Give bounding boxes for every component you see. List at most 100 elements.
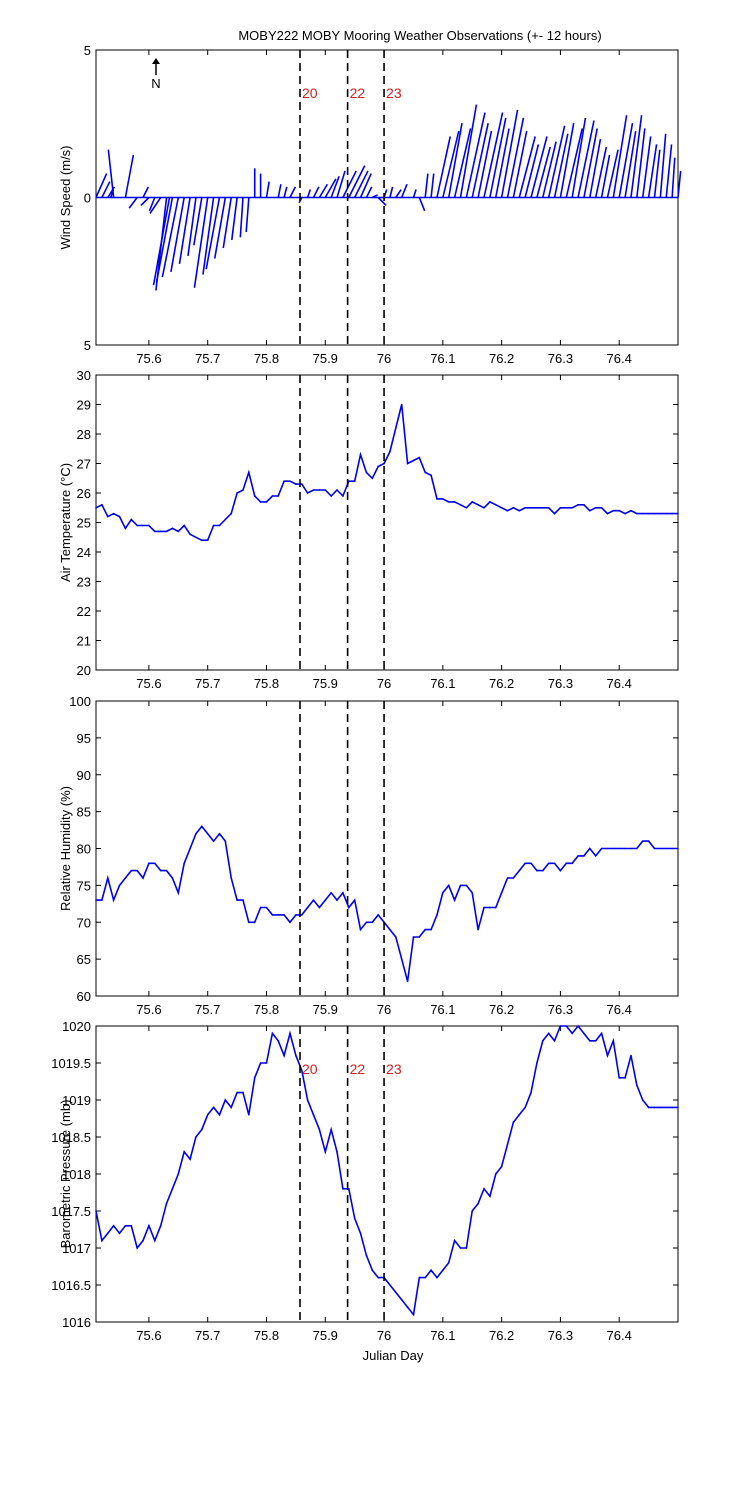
y-tick-label: 26 — [77, 486, 91, 501]
x-tick-label: 75.7 — [195, 1328, 220, 1343]
x-tick-label: 75.9 — [313, 1328, 338, 1343]
data-point — [465, 506, 468, 509]
x-tick-label: 76 — [377, 351, 391, 366]
data-point — [512, 1121, 515, 1123]
data-point — [395, 936, 397, 938]
wind-vector — [424, 173, 429, 198]
data-point — [312, 899, 315, 901]
data-point — [224, 840, 227, 842]
data-point — [618, 1077, 621, 1079]
wind-vector — [453, 128, 472, 198]
data-point — [342, 495, 344, 497]
x-tick-label: 76.1 — [430, 1328, 455, 1343]
data-point — [589, 847, 591, 850]
wind-vector — [312, 186, 320, 198]
data-point — [318, 1128, 321, 1131]
wind-vector — [95, 173, 108, 198]
wind-vector — [612, 115, 628, 198]
wind-vector — [518, 136, 536, 198]
data-point — [453, 501, 456, 503]
data-point — [536, 506, 538, 509]
data-point — [189, 533, 191, 536]
data-point — [524, 506, 526, 509]
data-point — [389, 1284, 391, 1286]
data-point — [165, 1202, 168, 1205]
data-point — [594, 1040, 597, 1042]
data-point — [177, 1173, 180, 1175]
data-point — [195, 536, 197, 539]
data-point — [248, 921, 250, 924]
data-point — [318, 906, 321, 909]
data-point — [224, 518, 227, 521]
wind-vector — [230, 197, 238, 241]
x-tick-label: 75.8 — [254, 1328, 279, 1343]
data-point — [218, 832, 221, 835]
data-point — [424, 1276, 427, 1279]
wind-vector — [494, 128, 510, 198]
data-point — [171, 877, 174, 879]
panel-2: 75.6 75.7 75.8 75.9 76 76.1 76.2 76.3 76.4 20 21 22… — [58, 368, 679, 691]
data-point — [577, 504, 579, 506]
data-point — [253, 921, 256, 924]
data-point — [283, 480, 285, 483]
data-point — [130, 518, 133, 521]
x-tick-label: 76.2 — [489, 1002, 514, 1017]
data-point — [330, 495, 332, 497]
wind-vector — [430, 173, 435, 198]
data-point — [142, 524, 144, 527]
data-point — [665, 1106, 668, 1109]
data-point — [289, 1032, 291, 1035]
wind-vector — [583, 128, 599, 198]
data-point — [577, 1025, 579, 1027]
x-tick-label: 75.8 — [254, 1002, 279, 1017]
y-tick-label: 95 — [77, 731, 91, 746]
wind-vector — [589, 138, 602, 198]
data-point — [101, 1239, 103, 1242]
data-point — [101, 899, 103, 901]
data-point — [459, 1247, 462, 1249]
data-point — [606, 847, 609, 850]
data-point — [512, 877, 515, 879]
data-point — [571, 862, 573, 865]
y-tick-label: 23 — [77, 575, 91, 590]
data-point — [195, 1136, 197, 1138]
data-point — [336, 899, 338, 901]
y-tick-label: 80 — [77, 842, 91, 857]
data-point — [583, 855, 585, 857]
wind-vector — [618, 123, 634, 198]
event-label: 22 — [350, 1061, 366, 1077]
x-tick-label: 76.4 — [607, 676, 632, 691]
wind-vector — [161, 197, 180, 278]
data-point — [647, 1106, 650, 1109]
data-point — [277, 1040, 280, 1042]
x-tick-label: 76 — [377, 1002, 391, 1017]
data-point — [189, 847, 191, 850]
data-point — [577, 855, 579, 857]
data-point — [365, 921, 368, 924]
data-point — [201, 539, 203, 541]
data-point — [359, 1232, 362, 1234]
wind-vector — [170, 197, 185, 272]
data-point — [477, 928, 479, 931]
data-point — [148, 524, 150, 527]
x-tick-label: 76 — [377, 676, 391, 691]
data-point — [230, 512, 233, 515]
data-point — [236, 899, 238, 901]
data-point — [377, 914, 379, 916]
wind-vector — [348, 165, 366, 198]
data-point — [206, 832, 209, 835]
data-point — [277, 914, 280, 916]
wind-vector — [377, 196, 387, 207]
data-point — [653, 1106, 656, 1109]
data-point — [430, 1269, 432, 1271]
data-point — [477, 504, 479, 506]
x-tick-label: 75.7 — [195, 676, 220, 691]
data-point — [124, 1225, 127, 1227]
wind-vector — [506, 117, 525, 198]
data-point — [659, 1106, 662, 1109]
data-point — [153, 862, 156, 865]
wind-vector — [483, 112, 504, 198]
y-tick-label: 1016.5 — [51, 1278, 91, 1293]
data-point — [277, 495, 280, 497]
data-point — [295, 483, 297, 485]
